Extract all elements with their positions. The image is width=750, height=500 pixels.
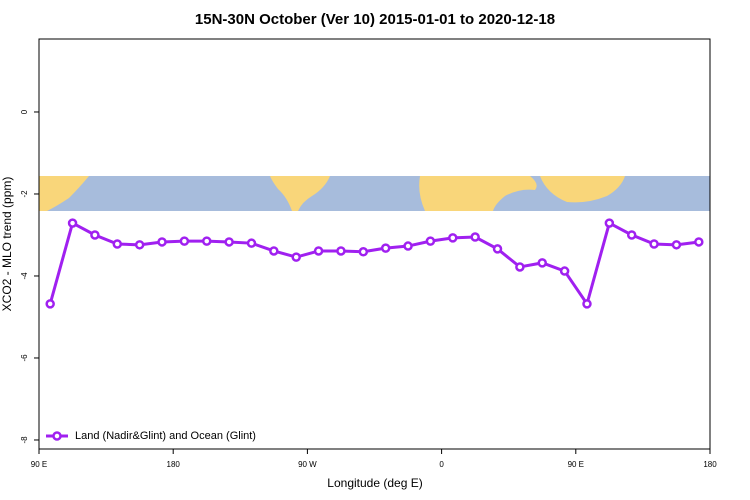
point: [492, 244, 503, 254]
point: [90, 230, 100, 240]
point: [67, 218, 78, 228]
point: [515, 262, 525, 272]
point: [336, 246, 346, 256]
x-tick-label: 0: [439, 460, 444, 469]
point: [358, 247, 369, 257]
legend: Land (Nadir&Glint) and Ocean (Glint): [46, 430, 256, 442]
y-tick-label: -4: [20, 272, 29, 280]
point: [246, 238, 257, 248]
point: [134, 240, 145, 250]
point: [291, 252, 301, 262]
y-tick-label: -6: [20, 354, 29, 362]
point: [448, 233, 458, 243]
point: [45, 299, 55, 309]
point: [313, 246, 324, 256]
x-axis-label: Longitude (deg E): [327, 476, 422, 490]
point: [582, 299, 592, 309]
point: [604, 218, 615, 228]
x-tick-label: 90 W: [298, 460, 317, 469]
point: [112, 239, 123, 249]
point: [157, 237, 167, 247]
point: [425, 236, 436, 246]
point: [403, 241, 413, 251]
y-tick-label: -2: [20, 190, 29, 198]
point: [269, 246, 279, 256]
point: [671, 240, 682, 250]
x-tick-label: 180: [703, 460, 717, 469]
point: [694, 237, 704, 247]
point: [537, 258, 547, 268]
legend-label: Land (Nadir&Glint) and Ocean (Glint): [75, 430, 256, 442]
point: [224, 237, 234, 247]
point: [470, 232, 480, 242]
y-tick-label: -8: [20, 436, 29, 444]
x-tick-label: 90 E: [31, 460, 47, 469]
point: [179, 236, 190, 246]
legend-marker: [52, 431, 62, 441]
point: [380, 243, 391, 253]
x-tick-label: 180: [167, 460, 181, 469]
map-band: [39, 176, 710, 211]
x-tick-label: 90 E: [568, 460, 584, 469]
point: [202, 236, 212, 246]
plot-frame: [38, 38, 711, 450]
y-tick-label: 0: [20, 109, 29, 114]
chart-title: 15N-30N October (Ver 10) 2015-01-01 to 2…: [195, 11, 555, 28]
point: [649, 239, 659, 249]
series-line: [48, 220, 700, 308]
point: [626, 230, 637, 240]
y-axis-label: XCO2 - MLO trend (ppm): [0, 177, 14, 312]
point: [559, 266, 570, 276]
